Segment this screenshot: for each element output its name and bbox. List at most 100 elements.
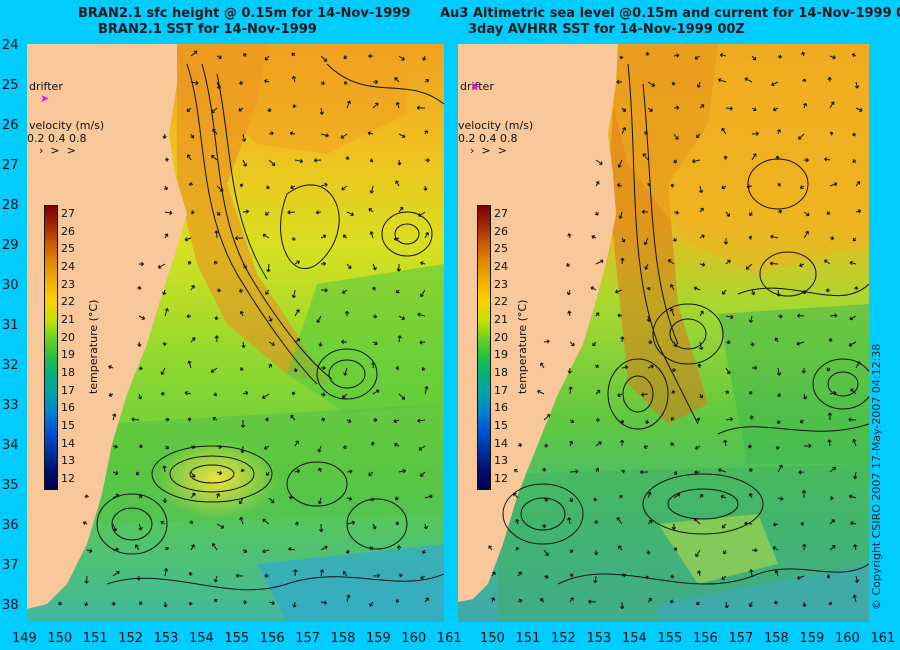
current-vector-arrow (619, 439, 625, 447)
colorbar-tick-label: 27 (494, 207, 508, 220)
current-vector-arrow (368, 53, 374, 59)
current-vector-arrow (424, 158, 430, 163)
current-vector-arrow (748, 601, 753, 608)
current-vector-arrow (748, 493, 753, 499)
current-vector-arrow (855, 361, 861, 369)
current-vector-arrow (567, 517, 572, 525)
current-vector-arrow (268, 159, 276, 166)
current-vector-arrow (396, 289, 400, 294)
current-vector-arrow (164, 157, 169, 162)
x-tick-label-right: 161 (870, 631, 896, 646)
current-vector-arrow (111, 601, 116, 606)
current-vector-arrow (160, 367, 166, 375)
current-vector-arrow (294, 338, 301, 343)
current-vector-arrow (803, 211, 810, 217)
current-vector-arrow (569, 597, 574, 603)
current-vector-arrow (671, 81, 676, 86)
current-vector-arrow (393, 236, 400, 241)
current-vector-arrow (240, 468, 245, 473)
current-vector-arrow (84, 575, 89, 584)
x-tick-label-left: 152 (118, 631, 144, 646)
current-vector-arrow (852, 471, 858, 480)
current-vector-arrow (189, 520, 194, 525)
current-vector-arrow (137, 341, 142, 347)
colorbar-tick-label: 16 (494, 401, 508, 415)
right-colorbar (477, 205, 491, 490)
current-vector-arrow (264, 55, 270, 61)
current-vector-arrow (291, 289, 297, 299)
current-vector-arrow (850, 521, 857, 526)
current-vector-arrow (187, 360, 192, 369)
current-vector-arrow (211, 154, 218, 161)
current-vector-arrow (112, 570, 120, 577)
current-vector-arrow (213, 575, 218, 583)
current-vector-arrow (112, 547, 119, 552)
current-vector-arrow (346, 469, 353, 474)
current-vector-arrow (513, 492, 519, 499)
current-vector-arrow (190, 284, 195, 291)
current-vector-arrow (673, 470, 678, 475)
current-vector-arrow (829, 55, 836, 60)
current-vector-arrow (540, 362, 545, 369)
left-colorbar-title: temperature (°C) (87, 299, 100, 394)
current-vector-arrow (696, 133, 701, 139)
current-vector-arrow (617, 545, 623, 551)
current-vector-arrow (569, 549, 574, 553)
current-vector-arrow (291, 52, 296, 57)
current-vector-arrow (829, 391, 837, 396)
current-vector-arrow (162, 289, 167, 296)
current-vector-arrow (749, 415, 754, 421)
current-vector-arrow (621, 469, 626, 474)
current-vector-arrow (216, 185, 224, 192)
current-vector-arrow (190, 444, 196, 449)
current-vector-arrow (213, 260, 218, 265)
current-vector-arrow (420, 575, 426, 580)
current-vector-arrow (621, 573, 627, 578)
current-vector-arrow (491, 571, 496, 577)
current-vector-arrow (798, 470, 805, 475)
current-vector-arrow (542, 467, 547, 473)
current-vector-arrow (346, 419, 352, 423)
current-vector-arrow (163, 601, 168, 608)
current-vector-arrow (569, 469, 579, 474)
current-vector-arrow (725, 367, 731, 375)
current-vector-arrow (673, 493, 681, 499)
current-vector-arrow (369, 231, 374, 239)
current-vector-arrow (699, 393, 704, 399)
current-vector-arrow (416, 105, 426, 111)
current-vector-arrow (134, 544, 140, 551)
current-vector-arrow (515, 519, 520, 525)
current-vector-arrow (164, 445, 170, 450)
current-vector-arrow (267, 107, 272, 113)
current-vector-arrow (313, 158, 322, 163)
colorbar-tick-label: 18 (61, 366, 75, 379)
current-vector-arrow (216, 523, 225, 529)
current-vector-arrow (829, 182, 838, 187)
current-vector-arrow (854, 286, 859, 291)
current-vector-arrow (718, 468, 727, 473)
current-vector-arrow (722, 549, 727, 555)
x-tick-label-right: 160 (835, 631, 860, 646)
current-vector-arrow (543, 549, 549, 556)
current-vector-arrow (777, 496, 784, 501)
current-vector-arrow (216, 470, 223, 475)
current-vector-arrow (750, 341, 755, 347)
current-vector-arrow (424, 597, 429, 603)
current-vector-arrow (367, 131, 374, 136)
current-vector-arrow (673, 341, 678, 348)
current-vector-arrow (695, 445, 701, 450)
current-vector-arrow (543, 339, 550, 344)
colorbar-tick-label: 25 (494, 242, 508, 256)
current-vector-arrow (694, 470, 701, 475)
current-vector-arrow (345, 156, 350, 161)
current-vector-arrow (725, 106, 733, 111)
x-tick-label-right: 157 (728, 631, 754, 646)
current-vector-arrow (342, 234, 348, 239)
colorbar-tick-label: 19 (494, 348, 508, 362)
current-vector-arrow (540, 598, 545, 603)
current-vector-arrow (268, 497, 275, 504)
current-vector-arrow (619, 494, 624, 499)
current-vector-arrow (292, 104, 297, 109)
current-vector-arrow (320, 417, 326, 422)
current-vector-arrow (777, 314, 783, 319)
